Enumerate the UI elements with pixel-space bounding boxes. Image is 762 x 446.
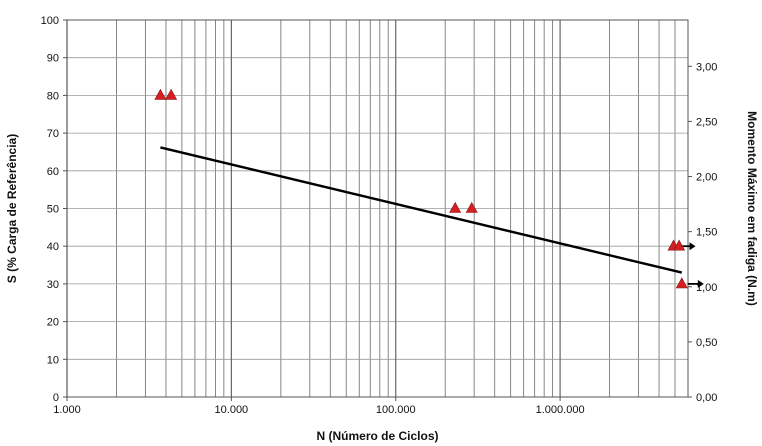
y-axis-title: S (% Carga de Referência) xyxy=(5,134,19,283)
y2-tick-label: 0,50 xyxy=(696,337,717,349)
trend-lines xyxy=(160,146,683,274)
grid-major xyxy=(66,19,688,398)
triangle-marker xyxy=(673,239,686,251)
x-tick-label: 1.000.000 xyxy=(536,404,585,416)
y-tick-label: 40 xyxy=(47,241,59,253)
data-markers xyxy=(154,88,704,289)
y-tick-label: 30 xyxy=(47,279,59,291)
y-tick-label: 50 xyxy=(47,204,59,216)
y2-tick-label: 3,00 xyxy=(696,61,717,73)
y2-axis-ticks: 0,000,501,001,502,002,503,00 xyxy=(688,61,717,404)
x-axis-ticks: 1.000 10.000 100.000 1.000.000 xyxy=(53,397,585,416)
y-axis-ticks: 0 10 20 30 40 50 60 70 80 90 100 xyxy=(41,15,67,404)
x-tick-label: 100.000 xyxy=(376,404,416,416)
y-tick-label: 90 xyxy=(47,53,59,65)
y2-tick-label: 0,00 xyxy=(696,392,717,404)
y2-tick-label: 2,00 xyxy=(696,172,717,184)
y-tick-label: 20 xyxy=(47,317,59,329)
y2-tick-label: 2,50 xyxy=(696,116,717,128)
triangle-marker xyxy=(465,201,478,213)
y-tick-label: 100 xyxy=(41,15,59,27)
fit-line xyxy=(160,146,683,274)
y-tick-label: 10 xyxy=(47,354,59,366)
triangle-marker xyxy=(165,88,178,100)
y-tick-label: 80 xyxy=(47,90,59,102)
runout-arrowhead xyxy=(697,279,704,288)
y-tick-label: 60 xyxy=(47,166,59,178)
runout-arrowhead xyxy=(689,242,696,251)
triangle-marker xyxy=(675,277,688,289)
y-tick-label: 0 xyxy=(53,392,59,404)
x-tick-label: 1.000 xyxy=(53,404,81,416)
y-tick-label: 70 xyxy=(47,128,59,140)
y2-tick-label: 1,50 xyxy=(696,227,717,239)
x-axis-title: N (Número de Ciclos) xyxy=(316,429,438,443)
y2-axis-title: Momento Máximo em fadiga (N.m) xyxy=(745,111,759,306)
triangle-marker xyxy=(449,201,462,213)
x-tick-label: 10.000 xyxy=(215,404,249,416)
triangle-marker xyxy=(154,88,167,100)
